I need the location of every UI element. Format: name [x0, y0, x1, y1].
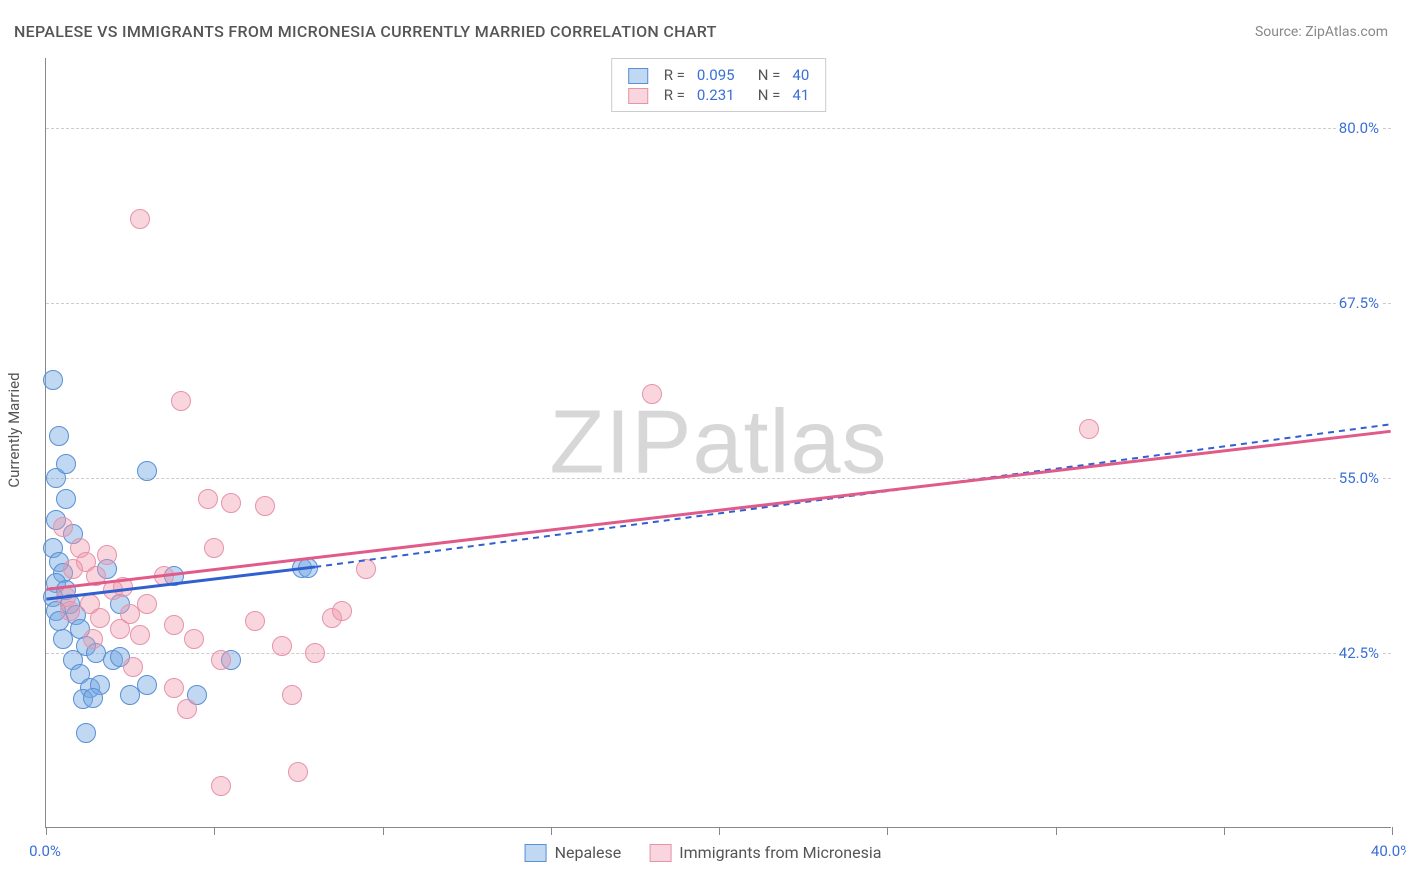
data-point	[83, 629, 103, 649]
data-point	[177, 699, 197, 719]
data-point	[137, 675, 157, 695]
correlation-legend: R =0.095 N =40R =0.231 N =41	[611, 58, 827, 112]
data-point	[221, 493, 241, 513]
series-legend: Nepalese Immigrants from Micronesia	[525, 843, 882, 862]
data-point	[130, 209, 150, 229]
data-point	[86, 566, 106, 586]
data-point	[90, 608, 110, 628]
data-point	[642, 384, 662, 404]
chart-title: NEPALESE VS IMMIGRANTS FROM MICRONESIA C…	[14, 22, 717, 41]
legend-item: Nepalese	[525, 843, 622, 862]
data-point	[245, 611, 265, 631]
data-point	[137, 461, 157, 481]
data-point	[1079, 419, 1099, 439]
data-point	[204, 538, 224, 558]
watermark: ZIPatlas	[549, 391, 887, 494]
legend-item: Immigrants from Micronesia	[649, 843, 881, 862]
data-point	[110, 619, 130, 639]
x-tick	[719, 827, 720, 835]
data-point	[164, 678, 184, 698]
data-point	[53, 629, 73, 649]
data-point	[171, 391, 191, 411]
source-label: Source: ZipAtlas.com	[1255, 24, 1388, 40]
data-point	[43, 370, 63, 390]
y-tick-label: 42.5%	[1337, 644, 1381, 662]
data-point	[184, 629, 204, 649]
gridline	[46, 653, 1391, 654]
y-tick-label: 80.0%	[1337, 119, 1381, 137]
legend-row: R =0.095 N =40	[622, 65, 816, 85]
x-tick	[1392, 827, 1393, 835]
data-point	[56, 489, 76, 509]
data-point	[137, 594, 157, 614]
gridline	[46, 303, 1391, 304]
data-point	[53, 517, 73, 537]
data-point	[288, 762, 308, 782]
data-point	[282, 685, 302, 705]
data-point	[60, 601, 80, 621]
y-tick-label: 67.5%	[1337, 294, 1381, 312]
data-point	[332, 601, 352, 621]
scatter-plot-area: ZIPatlas R =0.095 N =40R =0.231 N =41 42…	[45, 58, 1391, 828]
data-point	[56, 454, 76, 474]
data-point	[123, 657, 143, 677]
data-point	[211, 650, 231, 670]
data-point	[63, 559, 83, 579]
data-point	[198, 489, 218, 509]
data-point	[130, 625, 150, 645]
legend-row: R =0.231 N =41	[622, 85, 816, 105]
data-point	[83, 688, 103, 708]
x-tick	[214, 827, 215, 835]
data-point	[356, 559, 376, 579]
data-point	[97, 545, 117, 565]
x-tick	[1056, 827, 1057, 835]
x-tick	[551, 827, 552, 835]
watermark-primary: ZIP	[549, 392, 692, 492]
data-point	[298, 558, 318, 578]
x-tick-label: 0.0%	[29, 842, 61, 860]
x-tick	[383, 827, 384, 835]
data-point	[305, 643, 325, 663]
x-tick	[887, 827, 888, 835]
data-point	[164, 615, 184, 635]
x-tick-label: 40.0%	[1371, 842, 1406, 860]
x-tick	[46, 827, 47, 835]
x-tick	[1224, 827, 1225, 835]
data-point	[49, 426, 69, 446]
data-point	[113, 577, 133, 597]
data-point	[272, 636, 292, 656]
watermark-secondary: atlas	[692, 392, 887, 492]
gridline	[46, 128, 1391, 129]
y-axis-label: Currently Married	[5, 372, 23, 487]
data-point	[255, 496, 275, 516]
data-point	[76, 723, 96, 743]
data-point	[211, 776, 231, 796]
data-point	[154, 566, 174, 586]
y-tick-label: 55.0%	[1337, 469, 1381, 487]
